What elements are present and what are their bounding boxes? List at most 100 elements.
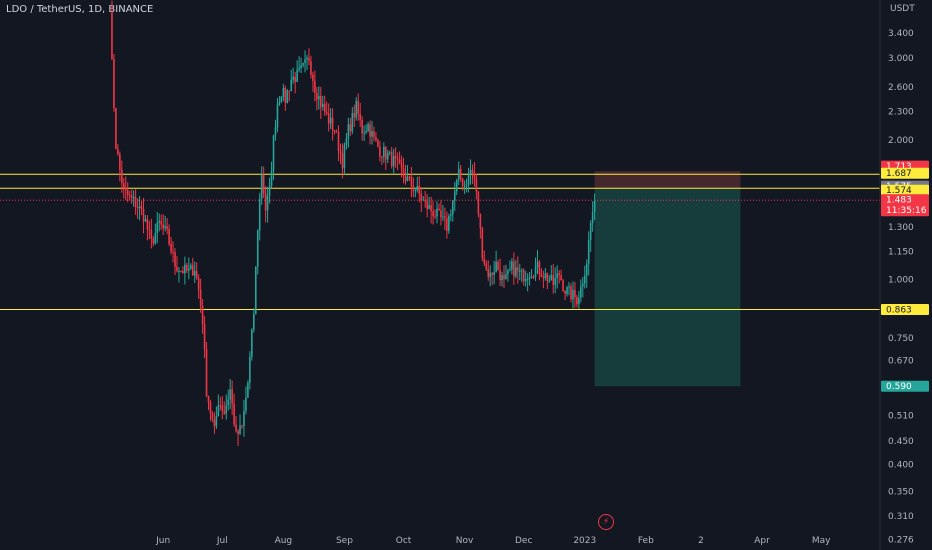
candle-body [241,425,243,427]
candle-body [353,113,356,118]
candle-body [485,263,488,270]
candle-body [115,107,117,150]
price-tick-label: 2.000 [888,136,914,146]
candle-body [270,171,273,187]
candle-body [361,119,363,134]
candle-body [126,189,129,196]
candle-body [138,206,141,208]
candle-body [243,410,245,426]
candle-body [390,152,393,167]
candle-body [501,275,503,281]
lightning-icon[interactable]: ⚡ [598,514,614,530]
price-label-box [881,167,929,179]
candle-body [475,178,478,192]
candle-body [164,226,166,229]
candle-body [544,273,547,279]
price-axis[interactable]: 3.400 3.000 2.600 2.300 2.000 1.300 1.150 1.000… [888,29,914,546]
candle-body [321,104,324,107]
candle-body [552,274,555,285]
candle-body [150,230,153,239]
candle-body [235,424,237,431]
candle-body [379,146,381,157]
candle-body [280,96,283,102]
horizontal-levels[interactable] [0,173,880,310]
candle-body [455,179,458,192]
candle-body [156,222,159,234]
candle-body [542,277,545,279]
candle-body [495,261,497,272]
candle-body [351,113,354,132]
price-tick-label: 1.150 [888,248,914,258]
candle-body [345,138,348,146]
candle-body [119,154,121,170]
candle-body [304,59,306,64]
candle-body [550,274,553,281]
candle-body [249,356,251,383]
candle-body [408,176,411,178]
candle-body [144,219,147,222]
candle-body [134,197,137,208]
candle-body [442,216,444,218]
candle-body [111,12,113,60]
candle-body [184,264,186,274]
candle-body [367,124,369,132]
candle-body [578,297,580,305]
candle-body [418,185,421,194]
candle-body [570,286,572,300]
candle-body [327,113,330,124]
candle-body [491,272,493,275]
candle-body [383,147,385,158]
candle-body [505,274,507,280]
time-tick-label: Oct [396,536,412,546]
candle-body [142,209,145,222]
candle-body [124,187,127,190]
candle-body [412,186,415,191]
candle-body [152,238,155,244]
candle-body [254,266,257,314]
candle-body [548,280,551,282]
candle-body [385,147,387,160]
candle-body [178,270,180,272]
candle-body [308,57,310,62]
candle-body [300,65,302,68]
candle-body [335,131,338,133]
candle-body [556,273,558,279]
price-tick-label: 0.510 [888,412,914,422]
candle-body [197,278,200,290]
candle-body [572,289,574,300]
candle-body [193,271,196,276]
candle-body [260,174,263,199]
price-tick-label: 2.600 [888,83,914,93]
candle-body [503,275,505,280]
candle-body [457,168,460,180]
time-tick-label: Jun [155,536,170,546]
candle-body [284,87,287,103]
time-axis[interactable]: Jun Jul Aug Sep Oct Nov Dec 2023 Feb 2 Apr May [155,536,831,546]
candle-body [319,96,322,107]
candle-body [343,145,346,169]
price-label-text: 1.574 [886,186,912,196]
candle-body [450,214,452,217]
candle-body [436,208,438,217]
candle-body [247,382,249,398]
candle-body [113,59,115,108]
position-zones[interactable] [594,171,741,387]
candle-body [483,258,486,264]
candle-body [446,218,448,232]
candle-body [286,90,289,103]
candle-body [349,124,352,132]
time-tick-label: Dec [515,536,532,546]
candle-body [333,130,336,132]
candle-body [554,278,557,285]
candle-body [288,90,291,92]
price-label-text: 0.590 [886,382,912,392]
candle-body [229,389,231,400]
candle-body [172,251,174,253]
candle-body [526,278,529,280]
candle-body [493,271,495,275]
candle-body [211,413,214,420]
time-tick-label: Apr [754,536,770,546]
candle-body [369,124,371,137]
candle-body [227,399,229,406]
